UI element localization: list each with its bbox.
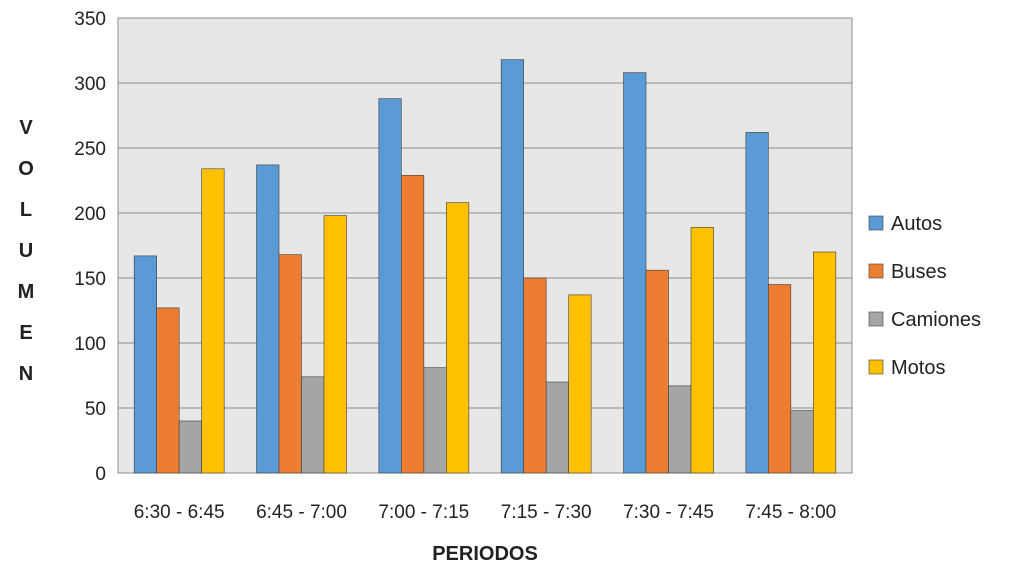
bar-motos <box>446 202 470 474</box>
bar-autos <box>500 59 524 474</box>
y-tick-label: 350 <box>74 9 106 30</box>
bar-camiones <box>178 420 202 474</box>
x-tick-label: 7:15 - 7:30 <box>501 502 592 523</box>
x-tick-label: 6:45 - 7:00 <box>256 502 347 523</box>
y-tick-label: 200 <box>74 204 106 225</box>
bar-buses <box>523 277 547 474</box>
bar-motos <box>323 215 347 474</box>
gridlines <box>118 17 852 474</box>
legend-label: Buses <box>891 261 947 283</box>
bar-autos <box>745 132 769 474</box>
y-tick-label: 250 <box>74 139 106 160</box>
y-tick-label: 300 <box>74 74 106 95</box>
bar-buses <box>156 307 180 474</box>
bar-camiones <box>790 410 814 474</box>
legend-label: Autos <box>891 213 942 235</box>
bar-autos <box>623 72 647 474</box>
x-tick-label: 7:45 - 8:00 <box>745 502 836 523</box>
bar-autos <box>256 164 280 474</box>
legend-label: Motos <box>891 357 945 379</box>
bar-buses <box>768 284 792 474</box>
x-tick-label: 7:30 - 7:45 <box>623 502 714 523</box>
legend-swatch <box>868 359 884 375</box>
y-axis-title-letter: E <box>19 322 32 344</box>
y-tick-label: 150 <box>74 269 106 290</box>
y-axis-title-letter: O <box>18 158 34 180</box>
x-tick-label: 6:30 - 6:45 <box>134 502 225 523</box>
x-tick-labels: 6:30 - 6:45 6:45 - 7:00 7:00 - 7:15 7:15 - … <box>134 502 837 523</box>
y-axis-title-letter: U <box>19 240 33 262</box>
bar-motos <box>813 251 837 474</box>
y-tick-label: 50 <box>85 399 106 420</box>
y-tick-label: 0 <box>95 464 106 485</box>
x-tick-label: 7:00 - 7:15 <box>378 502 469 523</box>
legend-swatch <box>868 263 884 279</box>
legend: Autos Buses Camiones Motos <box>868 213 981 379</box>
x-axis-title: PERIODOS <box>432 543 538 565</box>
bar-buses <box>645 269 669 474</box>
plot-area <box>117 17 853 474</box>
y-tick-label: 100 <box>74 334 106 355</box>
bar-buses <box>278 254 302 474</box>
bar-camiones <box>423 367 447 474</box>
bar-camiones <box>545 381 569 474</box>
y-axis-title-letter: L <box>20 199 32 221</box>
bar-autos <box>378 98 402 474</box>
y-axis-title-letter: M <box>18 281 35 303</box>
bar-motos <box>568 294 592 474</box>
bar-buses <box>401 175 425 474</box>
bar-motos <box>690 227 714 474</box>
legend-label: Camiones <box>891 309 981 331</box>
bar-autos <box>133 255 157 474</box>
bars <box>133 59 837 474</box>
y-axis-title-letter: V <box>19 117 33 139</box>
bar-camiones <box>668 385 692 474</box>
bar-motos <box>201 168 225 474</box>
legend-swatch <box>868 311 884 327</box>
y-axis-title-letter: N <box>19 363 33 385</box>
y-tick-labels: 0 50 100 150 200 250 300 350 <box>74 9 106 485</box>
legend-swatch <box>868 215 884 231</box>
bar-camiones <box>301 376 325 474</box>
